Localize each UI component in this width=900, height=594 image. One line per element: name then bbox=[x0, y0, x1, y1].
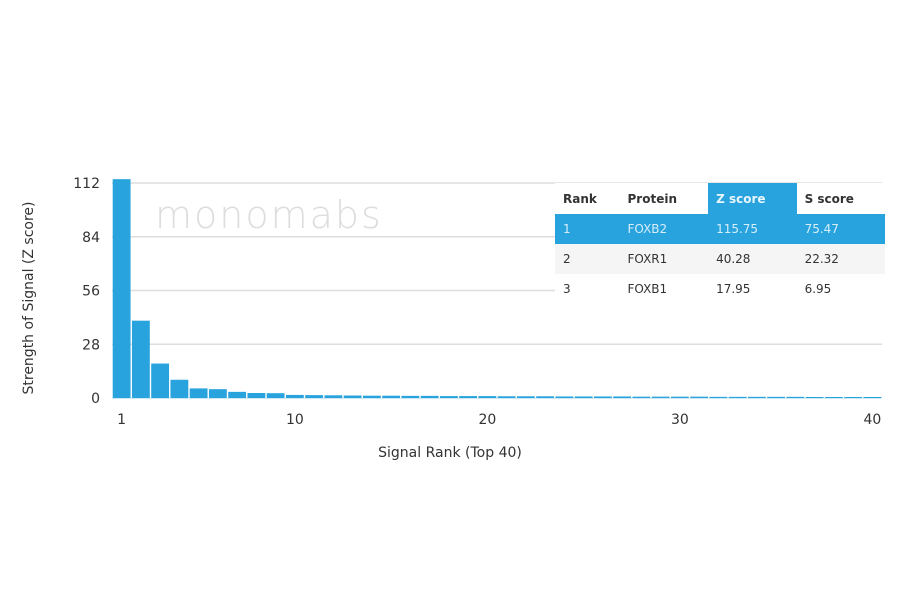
bar bbox=[805, 397, 824, 398]
table-row: 3 FOXB1 17.95 6.95 bbox=[555, 274, 885, 304]
x-tick-label: 20 bbox=[478, 412, 496, 428]
bar bbox=[863, 397, 882, 398]
bar bbox=[651, 396, 670, 398]
x-tick-label: 40 bbox=[863, 412, 881, 428]
y-tick-label: 112 bbox=[73, 176, 100, 192]
cell: FOXR1 bbox=[619, 244, 709, 274]
cell: 6.95 bbox=[796, 274, 885, 304]
bar bbox=[131, 320, 150, 398]
bar bbox=[285, 394, 304, 398]
cell: 17.95 bbox=[708, 274, 797, 304]
bar bbox=[767, 396, 786, 398]
header-protein: Protein bbox=[619, 183, 709, 214]
bar bbox=[305, 395, 324, 398]
cell: 3 bbox=[555, 274, 620, 304]
bar bbox=[151, 363, 170, 398]
cell: 40.28 bbox=[708, 244, 797, 274]
table-header: Rank Protein Z score S score bbox=[555, 183, 885, 214]
bar bbox=[324, 395, 343, 398]
cell: 2 bbox=[555, 244, 620, 274]
cell: 75.47 bbox=[796, 214, 885, 244]
y-tick-label: 56 bbox=[82, 284, 100, 300]
y-axis-label: Strength of Signal (Z score) bbox=[21, 202, 37, 395]
bar bbox=[170, 379, 189, 398]
cell: FOXB1 bbox=[619, 274, 709, 304]
header-s-score: S score bbox=[796, 183, 885, 214]
bar bbox=[401, 395, 420, 398]
x-tick-label: 10 bbox=[286, 412, 304, 428]
bar bbox=[478, 396, 497, 398]
header-z-score: Z score bbox=[708, 183, 797, 214]
header-rank: Rank bbox=[555, 183, 620, 214]
y-tick-label: 84 bbox=[82, 230, 100, 246]
table-row: 2 FOXR1 40.28 22.32 bbox=[555, 244, 885, 274]
bar bbox=[382, 395, 401, 398]
x-tick-label: 1 bbox=[117, 412, 126, 428]
bar bbox=[709, 396, 728, 398]
bar bbox=[844, 397, 863, 398]
bar bbox=[228, 391, 247, 398]
bar bbox=[208, 389, 227, 398]
bar bbox=[112, 179, 131, 398]
cell: 115.75 bbox=[708, 214, 797, 244]
y-tick-label: 28 bbox=[82, 337, 100, 353]
bar bbox=[266, 393, 285, 398]
bar bbox=[420, 395, 439, 398]
bar bbox=[459, 396, 478, 398]
x-tick-label: 30 bbox=[671, 412, 689, 428]
bar bbox=[439, 396, 458, 398]
bar bbox=[728, 396, 747, 398]
y-tick-label: 0 bbox=[91, 391, 100, 407]
bar bbox=[247, 393, 266, 398]
bar bbox=[593, 396, 612, 398]
x-axis-label: Signal Rank (Top 40) bbox=[378, 445, 522, 461]
bar bbox=[670, 396, 689, 398]
cell: 1 bbox=[555, 214, 620, 244]
cell: FOXB2 bbox=[619, 214, 709, 244]
bar bbox=[343, 395, 362, 398]
bar bbox=[555, 396, 574, 398]
bar bbox=[632, 396, 651, 398]
bar bbox=[786, 396, 805, 398]
bar bbox=[613, 396, 632, 398]
bar bbox=[516, 396, 535, 398]
bar bbox=[536, 396, 555, 398]
bar bbox=[574, 396, 593, 398]
table-row: 1 FOXB2 115.75 75.47 bbox=[555, 214, 885, 244]
cell: 22.32 bbox=[796, 244, 885, 274]
bar bbox=[690, 396, 709, 398]
bar bbox=[824, 397, 843, 398]
score-table: Rank Protein Z score S score 1 FOXB2 115.7… bbox=[555, 183, 885, 304]
bar bbox=[189, 388, 208, 398]
bar bbox=[747, 396, 766, 398]
bar bbox=[362, 395, 381, 398]
bar bbox=[497, 396, 516, 398]
watermark-logo: monomabs bbox=[155, 193, 383, 237]
